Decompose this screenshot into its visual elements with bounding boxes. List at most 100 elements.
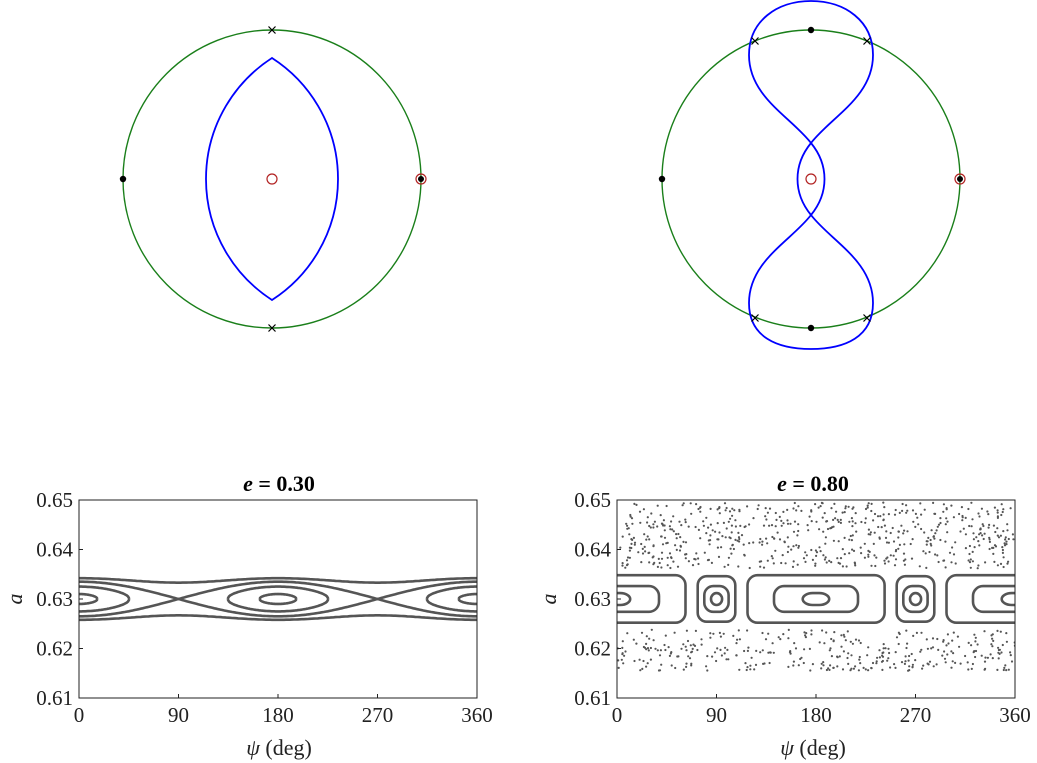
chaotic-point xyxy=(667,646,670,649)
chaotic-point xyxy=(764,638,768,641)
chaotic-point xyxy=(894,666,897,670)
chaotic-point xyxy=(926,662,929,665)
chaotic-point xyxy=(882,501,885,504)
chaotic-point xyxy=(838,655,841,658)
chaotic-point xyxy=(857,669,861,672)
chaotic-point xyxy=(693,644,697,648)
chaotic-point xyxy=(996,564,1000,567)
chaotic-point xyxy=(842,633,845,637)
tick-labels: 0 90 180 270 360 0.65 0.64 0.63 0.62 0.61 xyxy=(574,488,1031,727)
chaotic-point xyxy=(971,550,974,554)
chaotic-point xyxy=(769,651,772,654)
y-tick-label: 0.61 xyxy=(574,686,611,710)
chaotic-point xyxy=(835,510,838,513)
chaotic-point xyxy=(827,667,830,670)
chaotic-point xyxy=(954,541,957,544)
chaotic-point xyxy=(832,518,835,522)
chaotic-point xyxy=(1006,523,1009,526)
chaotic-point xyxy=(971,518,974,521)
chaotic-point xyxy=(703,551,706,554)
chaotic-point xyxy=(638,510,642,513)
chaotic-point xyxy=(734,538,737,542)
chaotic-point xyxy=(981,523,984,526)
chaotic-point xyxy=(716,546,720,549)
chaotic-point xyxy=(931,637,935,640)
chaotic-point xyxy=(713,651,717,654)
chaotic-point xyxy=(714,530,717,533)
chaotic-point xyxy=(656,504,659,507)
chaotic-point xyxy=(887,657,890,660)
chaotic-point xyxy=(725,658,728,661)
chaotic-point xyxy=(996,509,999,512)
chaotic-point xyxy=(852,667,856,670)
chaotic-point xyxy=(964,547,968,550)
chaotic-point xyxy=(862,666,865,670)
chaotic-point xyxy=(883,559,886,562)
chaotic-point xyxy=(974,636,977,639)
orbit-circle xyxy=(661,29,961,329)
chaotic-point xyxy=(617,659,620,662)
chaotic-point xyxy=(632,638,635,641)
chaotic-point xyxy=(797,529,800,533)
chaotic-point xyxy=(962,527,965,530)
chaotic-point xyxy=(738,508,741,511)
chaotic-point xyxy=(854,665,857,668)
chaotic-point xyxy=(731,514,734,517)
chaotic-point xyxy=(803,648,806,651)
chaotic-point xyxy=(927,536,930,540)
chaotic-point xyxy=(958,512,961,516)
chaotic-point xyxy=(932,501,935,504)
chaotic-point xyxy=(979,528,982,531)
chaotic-point xyxy=(669,528,672,531)
island-curve xyxy=(908,591,923,607)
chaotic-point xyxy=(826,527,830,531)
chaotic-point xyxy=(721,535,724,538)
chaotic-point xyxy=(685,553,688,556)
chaotic-point xyxy=(733,509,736,512)
chaotic-point xyxy=(944,540,947,543)
chaotic-point xyxy=(659,649,663,652)
chaotic-point xyxy=(633,502,636,505)
chaotic-point xyxy=(821,516,824,519)
chaotic-point xyxy=(930,647,933,650)
chaotic-point xyxy=(847,505,850,508)
chaotic-point xyxy=(815,520,818,523)
chaotic-point xyxy=(859,546,862,549)
chaotic-point xyxy=(929,542,932,546)
chaotic-point xyxy=(792,545,795,548)
separatrix-curve xyxy=(79,597,477,618)
chaotic-point xyxy=(639,669,642,672)
chaotic-point xyxy=(950,561,953,564)
chaotic-point xyxy=(967,668,970,671)
chaotic-point xyxy=(658,561,661,565)
chaotic-point xyxy=(685,629,689,632)
chaotic-point xyxy=(946,531,949,534)
chaotic-point xyxy=(687,560,691,563)
chaotic-point xyxy=(695,552,698,555)
chaotic-point xyxy=(882,518,885,521)
chaotic-point xyxy=(652,526,655,529)
chaotic-point xyxy=(796,534,799,537)
chaotic-point xyxy=(977,564,980,567)
chaotic-point xyxy=(730,531,733,534)
chaotic-point xyxy=(679,536,682,539)
chaotic-point xyxy=(925,638,928,641)
chaotic-point xyxy=(664,648,667,652)
chaotic-point xyxy=(804,636,808,639)
chaotic-point xyxy=(725,506,728,510)
chaotic-point xyxy=(878,649,881,652)
orbit-circle xyxy=(122,29,422,329)
chaotic-point xyxy=(851,520,854,523)
chaotic-point xyxy=(723,565,726,568)
chaotic-point xyxy=(847,652,850,655)
chaotic-point xyxy=(824,556,827,559)
chaotic-point xyxy=(973,546,976,549)
libration-curve xyxy=(258,598,298,606)
tick-labels: 0 90 180 270 360 0.65 0.64 0.63 0.62 0.61 xyxy=(36,488,493,727)
chaotic-point xyxy=(946,520,949,523)
chaotic-point xyxy=(996,516,1000,520)
chaotic-point xyxy=(657,557,660,561)
chaotic-point xyxy=(968,544,972,548)
plot-title: e = 0.80 xyxy=(777,471,849,496)
chaotic-point xyxy=(792,530,796,533)
